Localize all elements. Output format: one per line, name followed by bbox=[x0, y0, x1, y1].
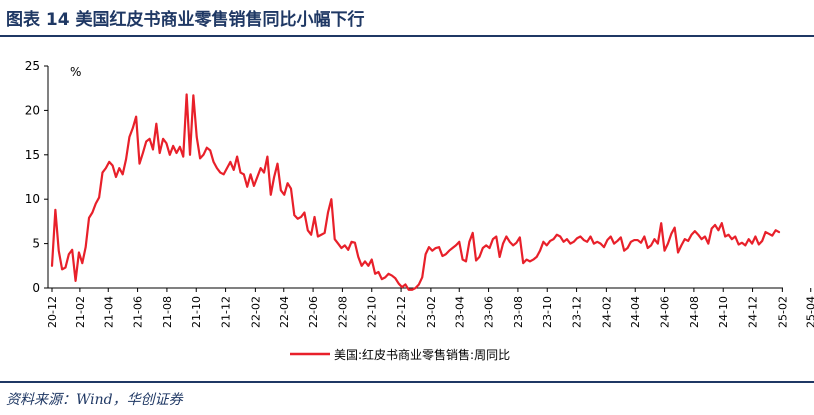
x-tick-label: 23-12 bbox=[571, 296, 584, 328]
x-tick-label: 24-02 bbox=[600, 296, 613, 328]
figure-title: 图表 14 美国红皮书商业零售销售同比小幅下行 bbox=[6, 10, 365, 30]
x-tick-label: 25-02 bbox=[776, 296, 789, 328]
line-chart: 0 5 10 15 20 25 % 20-12 21-02 21-04 21-06 21-08 21-1… bbox=[25, 59, 814, 362]
y-tick-label: 10 bbox=[25, 192, 40, 206]
x-tick-label: 21-06 bbox=[132, 296, 145, 328]
y-tick-label: 0 bbox=[32, 281, 40, 295]
x-tick-label: 22-04 bbox=[278, 296, 291, 328]
legend: 美国:红皮书商业零售销售:周同比 bbox=[290, 347, 510, 362]
x-tick-label: 23-08 bbox=[512, 296, 525, 328]
x-tick-label: 23-10 bbox=[541, 296, 554, 328]
x-tick-label: 21-04 bbox=[102, 296, 115, 328]
x-tick-label: 22-06 bbox=[307, 296, 320, 328]
unit-label: % bbox=[70, 65, 81, 79]
x-tick-label: 24-04 bbox=[629, 296, 642, 328]
x-tick-label: 24-08 bbox=[688, 296, 701, 328]
y-tick-label: 20 bbox=[25, 103, 40, 117]
y-tick-label: 5 bbox=[32, 237, 40, 251]
y-tick-label: 25 bbox=[25, 59, 40, 73]
x-tick-label: 22-08 bbox=[336, 296, 349, 328]
x-tick-label: 23-04 bbox=[453, 296, 466, 328]
x-tick-label: 20-12 bbox=[46, 296, 59, 328]
source-note: 资料来源：Wind，华创证券 bbox=[6, 392, 183, 408]
series-line bbox=[50, 93, 781, 291]
source-rule bbox=[0, 381, 814, 383]
x-tick-label: 24-12 bbox=[747, 296, 760, 328]
y-tick-label: 15 bbox=[25, 148, 40, 162]
x-tick-label: 21-02 bbox=[74, 296, 87, 328]
x-tick-label: 24-06 bbox=[659, 296, 672, 328]
x-tick-label: 23-02 bbox=[425, 296, 438, 328]
x-tick-label: 24-10 bbox=[717, 296, 730, 328]
title-rule bbox=[0, 35, 814, 37]
plot-area bbox=[50, 93, 781, 291]
x-tick-label: 21-10 bbox=[190, 296, 203, 328]
x-tick-label: 22-02 bbox=[249, 296, 262, 328]
x-tick-label: 23-06 bbox=[483, 296, 496, 328]
x-tick-label: 22-12 bbox=[395, 296, 408, 328]
axes: 0 5 10 15 20 25 % 20-12 21-02 21-04 21-06 21-08 21-1… bbox=[25, 59, 814, 328]
x-tick-label: 21-08 bbox=[161, 296, 174, 328]
legend-label: 美国:红皮书商业零售销售:周同比 bbox=[334, 347, 510, 362]
x-tick-label: 22-10 bbox=[366, 296, 379, 328]
x-tick-label: 21-12 bbox=[220, 296, 233, 328]
x-tick-label: 25-04 bbox=[805, 296, 814, 328]
